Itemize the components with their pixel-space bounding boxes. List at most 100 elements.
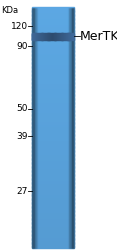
Bar [32,148,74,149]
Bar [32,62,74,64]
Bar [72,33,73,40]
Bar [32,170,74,171]
Bar [32,55,74,56]
Bar [32,109,74,110]
Bar [32,199,74,200]
Bar [32,227,74,228]
Bar [32,61,74,62]
Bar [32,171,74,172]
Text: 120: 120 [11,22,28,31]
Bar [32,146,74,148]
Bar [32,100,74,101]
Bar [32,118,74,120]
Bar [32,21,74,22]
Bar [32,138,74,140]
Bar [32,231,74,232]
Bar [32,127,74,128]
Bar [32,220,74,221]
Bar [36,8,37,248]
Bar [32,33,74,34]
Bar [32,80,74,81]
Bar [32,172,74,173]
Bar [32,82,74,84]
Bar [32,188,74,189]
Bar [32,51,74,52]
Bar [32,245,74,246]
Bar [32,234,74,235]
Bar [32,151,74,152]
Bar [32,104,74,105]
Bar [32,50,74,51]
Bar [32,122,74,124]
Bar [32,190,74,191]
Bar [32,142,74,144]
Bar [32,39,74,40]
Bar [32,206,74,207]
Bar [67,33,68,40]
Bar [44,33,45,40]
Bar [32,237,74,238]
Bar [32,166,74,167]
Bar [32,137,74,138]
Bar [45,33,46,40]
Bar [32,147,74,148]
Bar [68,8,69,248]
Bar [38,33,39,40]
Bar [69,33,70,40]
Bar [32,94,74,96]
Bar [32,10,74,12]
Bar [32,190,74,192]
Bar [32,213,74,214]
Bar [32,37,74,38]
Bar [32,79,74,80]
Bar [32,81,74,82]
Bar [32,130,74,131]
Bar [32,175,74,176]
Bar [32,62,74,63]
Bar [32,181,74,182]
Bar [71,8,72,248]
Bar [32,186,74,187]
Bar [32,30,74,31]
Bar [32,30,74,32]
Bar [32,22,74,23]
Bar [32,235,74,236]
Bar [32,95,74,96]
Bar [32,216,74,217]
Bar [32,185,74,186]
Text: 39: 39 [17,132,28,141]
Bar [32,240,74,241]
Bar [32,98,74,100]
Bar [58,33,59,40]
Bar [32,112,74,113]
Bar [34,33,35,40]
Bar [32,134,74,136]
Bar [32,233,74,234]
Bar [54,33,55,40]
Bar [32,173,74,174]
Bar [32,106,74,108]
Bar [32,86,74,87]
Bar [32,72,74,73]
Bar [32,60,74,61]
Bar [40,33,41,40]
Bar [32,47,74,48]
Bar [32,145,74,146]
Bar [32,174,74,175]
Bar [32,14,74,15]
Bar [32,222,74,224]
Bar [32,229,74,230]
Bar [32,48,74,49]
Bar [32,31,74,32]
Bar [37,33,38,40]
Bar [32,186,74,188]
Bar [32,187,74,188]
Bar [32,119,74,120]
Bar [32,232,74,233]
Bar [32,74,74,76]
Bar [32,136,74,137]
Bar [32,204,74,205]
Bar [32,12,74,13]
Bar [32,102,74,103]
Bar [32,65,74,66]
